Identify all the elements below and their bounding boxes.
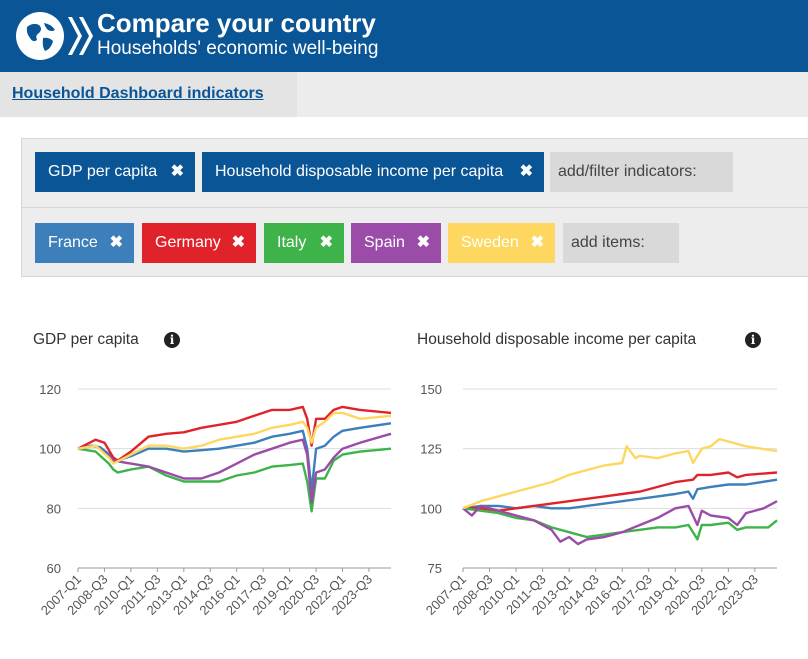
indicator-filter-input[interactable]: add/filter indicators: [550, 152, 733, 192]
y-tick-label: 120 [39, 382, 61, 397]
country-chip-france[interactable]: France ✖ [35, 223, 134, 263]
y-tick-label: 125 [420, 442, 442, 457]
country-chip-spain[interactable]: Spain ✖ [351, 223, 441, 263]
tab-household-dashboard[interactable]: Household Dashboard indicators [0, 72, 297, 117]
indicator-chip-label: Household disposable income per capita [215, 163, 503, 180]
filter-panel: GDP per capita ✖ Household disposable in… [21, 138, 808, 277]
country-chip-label: Italy [277, 234, 306, 251]
close-icon[interactable]: ✖ [417, 223, 430, 263]
close-icon[interactable]: ✖ [110, 223, 123, 263]
series-line-spain[interactable] [78, 434, 391, 503]
country-add-input[interactable]: add items: [563, 223, 679, 263]
income-line-chart: 751001251502007-Q12008-Q32010-Q12011-Q32… [400, 370, 808, 659]
indicator-chip-income[interactable]: Household disposable income per capita ✖ [202, 152, 544, 192]
y-tick-label: 100 [420, 501, 442, 516]
globe-logo-icon [13, 9, 97, 63]
close-icon[interactable]: ✖ [232, 223, 245, 263]
page-title: Compare your country [97, 9, 376, 37]
info-icon[interactable]: i [164, 332, 180, 348]
country-chip-label: Germany [155, 234, 221, 251]
country-chip-sweden[interactable]: Sweden ✖ [448, 223, 555, 263]
series-line-germany[interactable] [463, 473, 777, 511]
y-tick-label: 75 [428, 561, 442, 576]
chart-title-income: Household disposable income per capita [417, 331, 696, 349]
country-chip-germany[interactable]: Germany ✖ [142, 223, 256, 263]
app-header: Compare your country Households' economi… [0, 0, 808, 72]
close-icon[interactable]: ✖ [320, 223, 333, 263]
y-tick-label: 150 [420, 382, 442, 397]
indicator-chip-gdp[interactable]: GDP per capita ✖ [35, 152, 195, 192]
series-line-germany[interactable] [78, 407, 391, 461]
y-tick-label: 60 [47, 561, 61, 576]
country-chip-italy[interactable]: Italy ✖ [264, 223, 344, 263]
y-tick-label: 80 [47, 501, 61, 516]
tab-household-dashboard-label[interactable]: Household Dashboard indicators [12, 85, 264, 103]
country-chip-label: Sweden [461, 234, 519, 251]
close-icon[interactable]: ✖ [520, 152, 533, 192]
y-tick-label: 100 [39, 442, 61, 457]
info-icon[interactable]: i [745, 332, 761, 348]
chart-title-gdp: GDP per capita [33, 331, 139, 349]
country-chip-label: Spain [364, 234, 405, 251]
tab-bar: Household Dashboard indicators [0, 72, 808, 117]
page-subtitle: Households' economic well-being [97, 38, 378, 60]
indicator-chip-label: GDP per capita [48, 163, 157, 180]
country-chip-label: France [48, 234, 98, 251]
close-icon[interactable]: ✖ [531, 223, 544, 263]
filter-divider [22, 207, 808, 208]
gdp-line-chart: 60801001202007-Q12008-Q32010-Q12011-Q320… [0, 370, 400, 659]
close-icon[interactable]: ✖ [171, 152, 184, 192]
